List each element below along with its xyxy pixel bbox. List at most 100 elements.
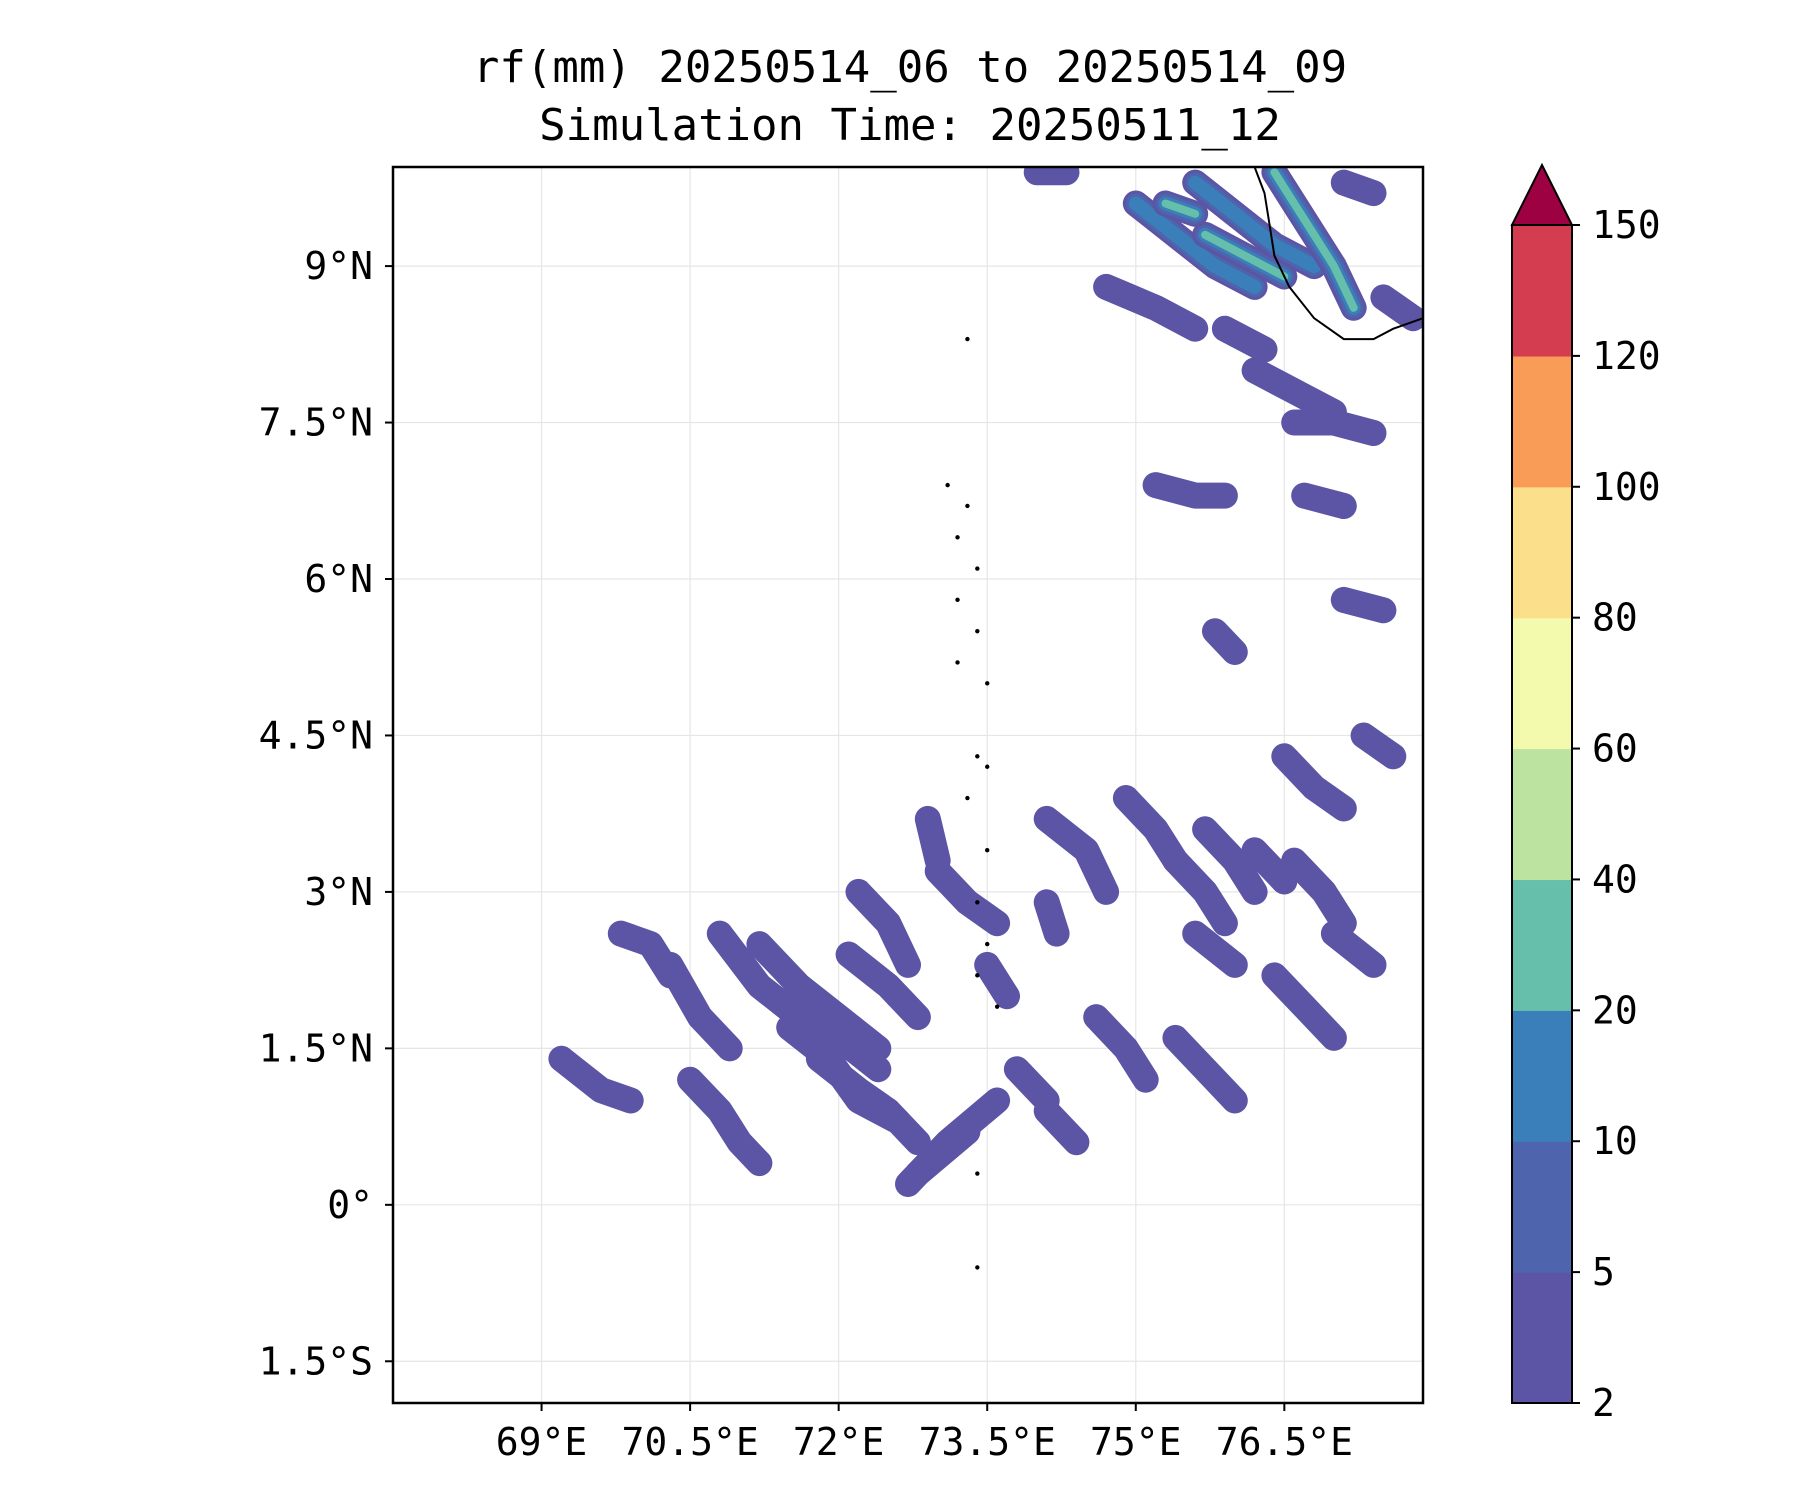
map-title: rf(mm) 20250514_06 to 20250514_09 xyxy=(472,42,1348,93)
rain-band-11 xyxy=(914,805,951,874)
rain-band-40 xyxy=(1330,169,1387,207)
island-dot-0 xyxy=(965,336,970,342)
rain-band-34 xyxy=(1142,472,1238,509)
rain-band-41-level-0 xyxy=(1370,284,1423,332)
colorbar-label-4: 40 xyxy=(1592,857,1638,901)
map-subtitle: Simulation Time: 20250511_12 xyxy=(539,100,1281,151)
colorbar-segment-7 xyxy=(1512,355,1572,488)
colorbar-segment-4 xyxy=(1512,748,1572,881)
rain-band-12-level-0 xyxy=(974,951,1020,1010)
rain-band-26-level-0 xyxy=(1162,847,1238,937)
y-axis-ticks: 9°N 7.5°N 6°N 4.5°N 3°N 1.5°N 0° 1.5°S xyxy=(259,244,393,1383)
coastlines xyxy=(945,167,1423,1270)
rain-band-34-level-0 xyxy=(1142,472,1238,509)
colorbar-label-2: 10 xyxy=(1592,1119,1638,1163)
island-dot-16 xyxy=(994,1004,1000,1009)
rain-band-43-level-2 xyxy=(1188,175,1322,274)
y-tick-label-4: 3°N xyxy=(304,870,373,914)
rain-band-33 xyxy=(1291,482,1357,519)
island-dot-1 xyxy=(945,482,950,488)
y-tick-label-3: 4.5°N xyxy=(259,713,373,757)
colorbar-extend-arrow xyxy=(1510,162,1574,226)
rain-band-9-level-0 xyxy=(835,941,931,1031)
colorbar-label-1: 5 xyxy=(1592,1250,1615,1294)
rain-band-43 xyxy=(1182,169,1328,280)
rain-band-37 xyxy=(1211,315,1278,363)
island-dot-2 xyxy=(965,503,970,509)
y-tick-label-6: 0° xyxy=(327,1183,373,1227)
x-tick-label-3: 73.5°E xyxy=(919,1420,1056,1464)
island-dot-6 xyxy=(975,628,980,634)
rain-band-20 xyxy=(1182,920,1248,978)
island-dot-3 xyxy=(955,535,960,540)
india-coastline xyxy=(1253,167,1423,341)
rain-band-28-level-0 xyxy=(1241,837,1298,895)
rain-band-19 xyxy=(1162,1024,1248,1114)
rain-band-29 xyxy=(1271,743,1357,822)
rain-band-21-level-0 xyxy=(1261,962,1347,1051)
colorbar-segment-6 xyxy=(1512,486,1572,619)
rain-band-32 xyxy=(1330,586,1397,624)
colorbar-label-7: 100 xyxy=(1592,465,1661,509)
colorbar-label-6: 80 xyxy=(1592,596,1638,640)
rain-band-14 xyxy=(895,1087,1011,1197)
island-dot-12 xyxy=(985,847,990,853)
colorbar-label-3: 20 xyxy=(1592,988,1638,1032)
island-dot-15 xyxy=(975,973,980,978)
x-axis-ticks: 69°E 70.5°E 72°E 73.5°E 75°E 76.5°E xyxy=(496,1403,1353,1464)
rain-band-0-level-0 xyxy=(548,1045,644,1114)
x-tick-label-4: 75°E xyxy=(1090,1420,1182,1464)
rain-band-38-level-0 xyxy=(1093,273,1209,342)
island-dot-7 xyxy=(955,660,960,665)
colorbar-segment-2 xyxy=(1512,1010,1572,1142)
rain-band-2-level-0 xyxy=(657,951,743,1062)
colorbar-segment-1 xyxy=(1512,1141,1572,1273)
rain-band-44 xyxy=(1261,167,1367,321)
rain-band-8-level-0 xyxy=(845,878,921,978)
rain-band-46-level-3 xyxy=(1161,199,1200,218)
rain-band-17-level-0 xyxy=(1033,889,1070,947)
colorbar-label-9: 150 xyxy=(1592,203,1661,247)
rain-band-16 xyxy=(1033,1097,1090,1156)
island-dot-13 xyxy=(975,900,980,905)
rain-band-11-level-0 xyxy=(914,805,951,874)
map-frame xyxy=(391,165,1425,1405)
rain-band-36 xyxy=(1241,357,1347,426)
rain-band-7 xyxy=(805,1045,931,1156)
rain-band-27-level-0 xyxy=(1192,816,1268,905)
rain-band-17 xyxy=(1033,889,1070,947)
colorbar-segment-3 xyxy=(1512,879,1572,1011)
island-dot-17 xyxy=(975,1171,980,1176)
island-dot-11 xyxy=(965,795,970,801)
colorbar-frame xyxy=(1511,224,1573,1404)
rain-band-21 xyxy=(1261,962,1347,1051)
island-dot-9 xyxy=(975,754,980,759)
x-tick-label-0: 69°E xyxy=(496,1420,588,1464)
rain-band-26 xyxy=(1162,847,1238,937)
rain-band-42 xyxy=(1122,190,1268,300)
rain-band-3-level-0 xyxy=(677,1066,773,1177)
rain-band-36-level-0 xyxy=(1241,357,1347,426)
rain-band-29-level-0 xyxy=(1271,743,1357,822)
rain-band-44-level-3 xyxy=(1270,168,1358,312)
rain-band-14-level-0 xyxy=(895,1087,1011,1197)
rain-band-30 xyxy=(1350,722,1407,770)
rain-band-27 xyxy=(1192,816,1268,905)
rain-band-18 xyxy=(1083,1004,1159,1093)
rain-band-4 xyxy=(706,920,892,1083)
rain-band-2 xyxy=(657,951,743,1062)
rain-band-7-level-0 xyxy=(805,1045,931,1156)
x-tick-label-1: 70.5°E xyxy=(621,1420,758,1464)
rain-band-5 xyxy=(746,931,892,1062)
rain-band-45-level-3 xyxy=(1201,230,1289,281)
rain-band-45 xyxy=(1192,221,1298,290)
x-tick-label-2: 72°E xyxy=(793,1420,885,1464)
rain-band-3 xyxy=(677,1066,773,1177)
colorbar-label-5: 60 xyxy=(1592,727,1638,771)
rain-band-10 xyxy=(924,858,1011,937)
rain-band-30-level-0 xyxy=(1350,722,1407,770)
island-dot-4 xyxy=(975,566,980,571)
rain-band-31-level-0 xyxy=(1202,618,1248,665)
island-dot-10 xyxy=(985,764,990,769)
